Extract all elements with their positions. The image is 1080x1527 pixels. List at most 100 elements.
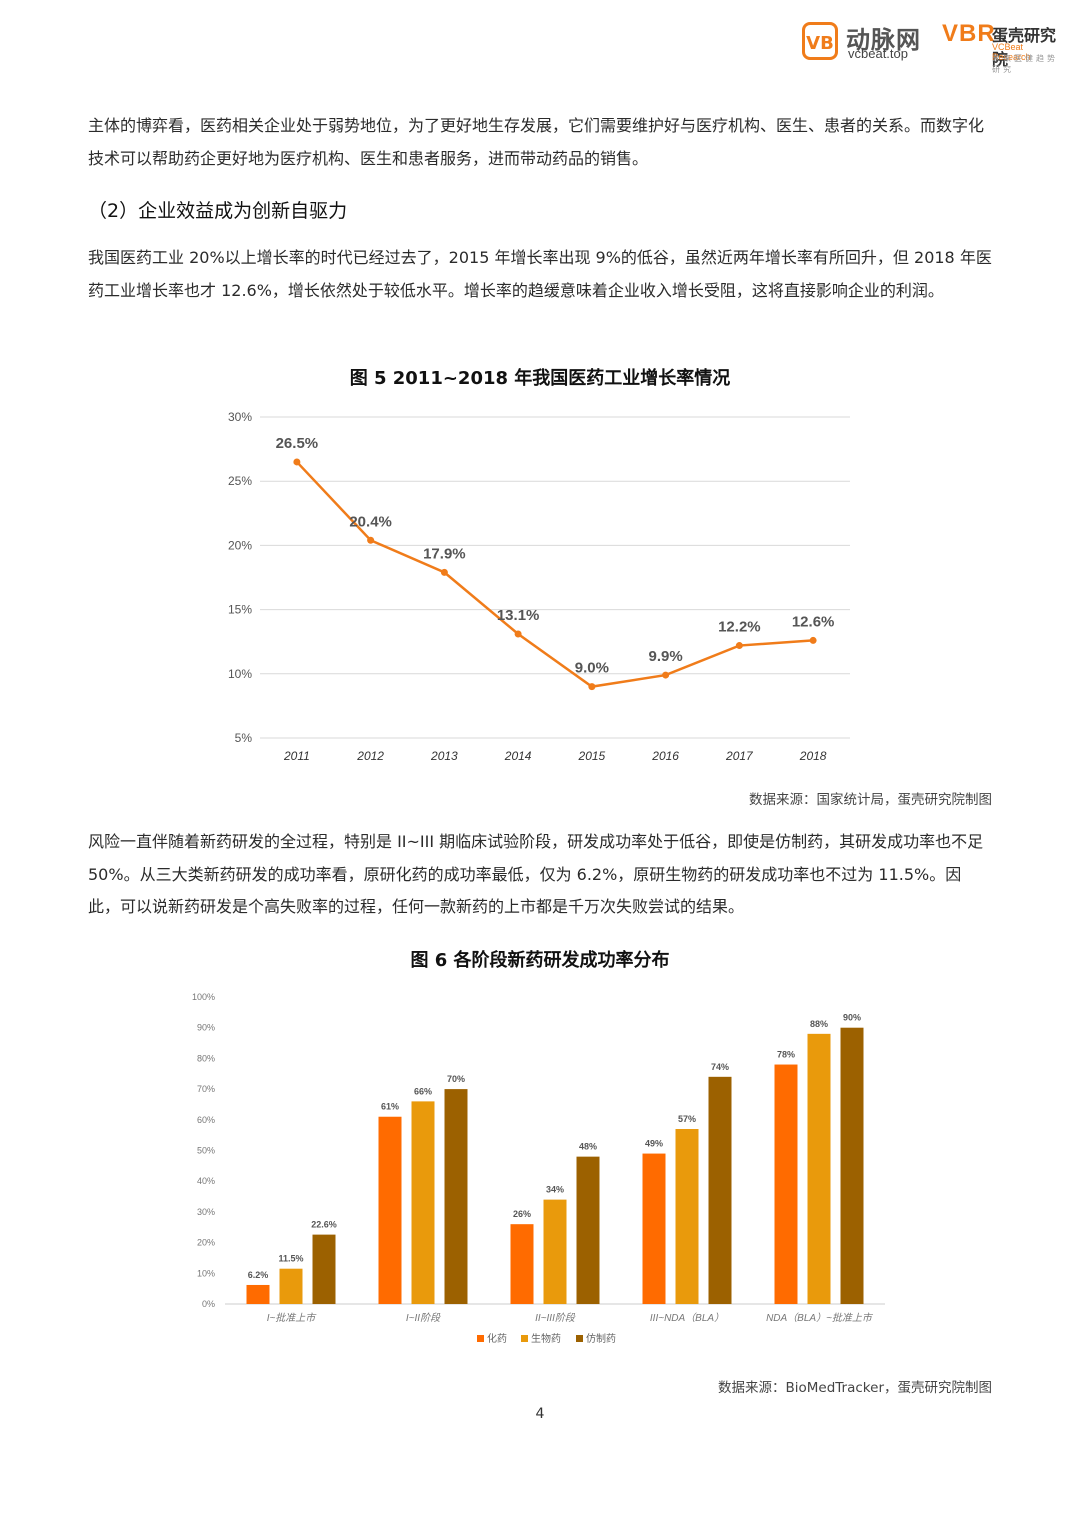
data-label: 9.9% [649, 648, 683, 665]
y-tick-label: 30% [197, 1207, 215, 1217]
figure-6-title: 图 6 各阶段新药研发成功率分布 [410, 950, 670, 971]
research-logo-mark: VBR [942, 20, 996, 47]
bar-label: 66% [414, 1086, 432, 1096]
growth-rate-line [295, 461, 814, 688]
legend-swatch [477, 1335, 484, 1342]
bar [444, 1089, 468, 1304]
data-label: 20.4% [349, 513, 392, 530]
x-tick-label: 2017 [725, 749, 754, 763]
bar [807, 1033, 831, 1304]
y-tick-label: 100% [192, 992, 215, 1002]
bar [708, 1076, 732, 1304]
research-tagline: 未来医健趋势研究 [992, 54, 1058, 74]
bar-label: 61% [381, 1102, 399, 1112]
legend-label: 仿制药 [586, 1332, 616, 1345]
data-label: 12.2% [718, 619, 761, 636]
bar [246, 1284, 270, 1304]
x-tick-label: III~NDA（BLA） [650, 1312, 724, 1324]
data-label: 12.6% [792, 613, 835, 630]
bar-label: 90% [843, 1013, 861, 1023]
x-tick-label: 2016 [651, 749, 679, 763]
bar [675, 1129, 699, 1304]
y-tick-label: 20% [197, 1238, 215, 1248]
figure-5-title: 图 5 2011~2018 年我国医药工业增长率情况 [349, 368, 731, 389]
x-tick-label: 2015 [578, 749, 606, 763]
data-label: 26.5% [276, 435, 319, 452]
bar-label: 6.2% [248, 1270, 269, 1280]
bar-label: 26% [513, 1209, 531, 1219]
growth-rate-line-chart: 5% 10% 15% 20% 25% 30% 2011 2012 2013 2014 2015 201… [228, 410, 850, 763]
bar [411, 1101, 435, 1304]
y-tick-label: 10% [197, 1268, 215, 1278]
bar [840, 1027, 864, 1304]
bar-label: 49% [645, 1139, 663, 1149]
bar [543, 1199, 567, 1304]
data-point [514, 630, 522, 638]
y-tick-label: 10% [228, 667, 252, 681]
legend-label: 生物药 [531, 1332, 561, 1345]
bar-label: 74% [711, 1062, 729, 1072]
data-label: 9.0% [575, 660, 609, 677]
data-label: 13.1% [497, 607, 540, 624]
y-tick-label: 25% [228, 474, 252, 488]
y-tick-label: 20% [228, 538, 252, 552]
x-tick-label: II~III阶段 [535, 1312, 576, 1324]
data-point [293, 458, 301, 466]
bar-label: 11.5% [278, 1254, 303, 1264]
bar-label: 88% [810, 1019, 828, 1029]
y-tick-label: 30% [228, 410, 252, 424]
x-tick-label: I~II阶段 [406, 1312, 441, 1324]
x-tick-label: I~批准上市 [267, 1312, 318, 1324]
research-en: VCBeat Research [992, 42, 1031, 62]
research-name: 蛋壳研究院 [992, 26, 1057, 69]
y-tick-label: 60% [197, 1115, 215, 1125]
section-heading: （2）企业效益成为创新自驱力 [88, 200, 348, 222]
bar [576, 1156, 600, 1304]
x-tick-label: 2013 [430, 749, 458, 763]
bar-label: 48% [579, 1142, 597, 1152]
header-logos: VB 动脉网 vcbeat.top VBR 蛋壳研究院 VCBeat Resea… [802, 18, 1062, 74]
bar [642, 1153, 666, 1304]
data-label: 17.9% [423, 545, 466, 562]
success-rate-bar-chart: 0% 10% 20% 30% 40% 50% 60% 70% 80% 90% 100% 6.2% 11.… [192, 992, 885, 1345]
paragraph-1: 主体的博弈看，医药相关企业处于弱势地位，为了更好地生存发展，它们需要维护好与医疗… [88, 116, 985, 168]
page-number: 4 [535, 1406, 545, 1422]
vb-logo: VB [802, 22, 838, 60]
y-tick-label: 50% [197, 1146, 215, 1156]
y-tick-label: 15% [228, 603, 252, 617]
data-point [809, 636, 817, 644]
bar-label: 34% [546, 1185, 564, 1195]
figure-6-source: 数据来源：BioMedTracker，蛋壳研究院制图 [718, 1380, 992, 1396]
x-tick-label: 2014 [504, 749, 532, 763]
legend-swatch [521, 1335, 528, 1342]
bar-label: 57% [678, 1114, 696, 1124]
bar [312, 1234, 336, 1304]
paragraph-2: 我国医药工业 20%以上增长率的时代已经过去了，2015 年增长率出现 9%的低… [88, 248, 992, 300]
paragraph-3: 风险一直伴随着新药研发的全过程，特别是 II~III 期临床试验阶段，研发成功率… [88, 832, 984, 916]
bar-label: 22.6% [311, 1220, 337, 1230]
site-name: 动脉网 [846, 26, 921, 54]
legend-label: 化药 [487, 1332, 507, 1345]
legend-swatch [576, 1335, 583, 1342]
data-point [735, 642, 743, 650]
bar [279, 1268, 303, 1304]
data-point [588, 683, 596, 691]
site-domain: vcbeat.top [848, 46, 908, 61]
y-tick-label: 0% [202, 1299, 215, 1309]
data-point [662, 671, 670, 679]
x-tick-label: 2012 [356, 749, 384, 763]
bar [774, 1064, 798, 1304]
bar [378, 1116, 402, 1304]
y-tick-label: 70% [197, 1084, 215, 1094]
data-point [440, 568, 448, 576]
figure-5-source: 数据来源：国家统计局，蛋壳研究院制图 [749, 792, 992, 808]
x-tick-label: 2011 [283, 749, 310, 763]
x-tick-label: 2018 [799, 749, 827, 763]
y-tick-label: 5% [235, 731, 253, 745]
bar-label: 78% [777, 1050, 795, 1060]
bar [510, 1224, 534, 1304]
y-tick-label: 40% [197, 1176, 215, 1186]
y-tick-label: 80% [197, 1053, 215, 1063]
y-tick-label: 90% [197, 1023, 215, 1033]
data-point [367, 536, 375, 544]
